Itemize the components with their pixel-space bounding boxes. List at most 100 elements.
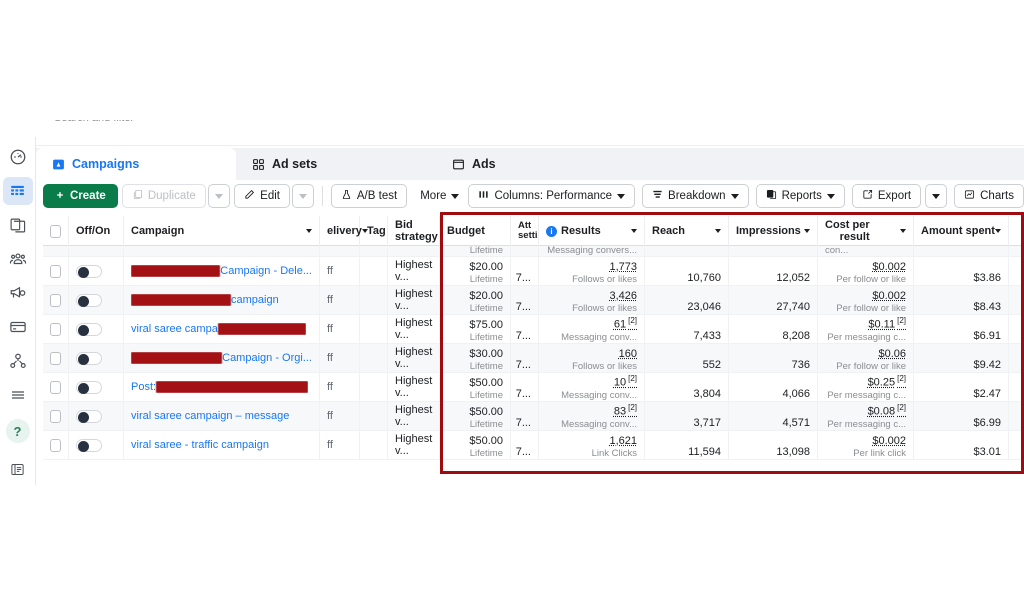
column-header-reach[interactable]: Reach bbox=[645, 216, 729, 246]
table-cell-bid-strategy: Highest v... bbox=[388, 431, 440, 459]
export-button[interactable]: Export bbox=[851, 184, 922, 208]
cell-value: 7... bbox=[515, 446, 531, 458]
campaign-toggle[interactable] bbox=[76, 264, 102, 278]
breakdown-icon bbox=[652, 189, 663, 203]
row-checkbox[interactable] bbox=[50, 409, 61, 423]
campaign-toggle[interactable] bbox=[76, 409, 102, 423]
sort-caret-icon[interactable] bbox=[361, 229, 368, 233]
ads-megaphone-icon[interactable] bbox=[3, 279, 33, 307]
campaign-icon bbox=[52, 158, 65, 171]
duplicate-button[interactable]: Duplicate bbox=[121, 184, 206, 208]
column-header-impressions[interactable]: Impressions bbox=[729, 216, 818, 246]
billing-card-icon[interactable] bbox=[3, 313, 33, 341]
edit-button[interactable]: Edit bbox=[234, 184, 290, 208]
all-tools-menu-icon[interactable] bbox=[3, 381, 33, 409]
tab-ad-sets[interactable]: Ad sets bbox=[236, 148, 436, 180]
column-header-amount_spent[interactable]: Amount spent bbox=[914, 216, 1009, 246]
campaign-name-link[interactable]: Campaign - Dele... bbox=[131, 265, 312, 277]
campaign-toggle[interactable] bbox=[76, 351, 102, 365]
campaign-name-text: viral saree - traffic campaign bbox=[131, 439, 269, 451]
info-icon[interactable]: i bbox=[546, 225, 557, 237]
table-cell-results: 61 [2] Messaging conv... bbox=[539, 315, 645, 343]
duplicate-dropdown-button[interactable] bbox=[208, 184, 231, 208]
table-row[interactable]: Campaign - Dele... ff Highest v... $20.00 Li… bbox=[43, 257, 1024, 286]
column-header-label: Reach bbox=[652, 224, 686, 237]
columns-button[interactable]: Columns: Performance bbox=[468, 184, 636, 208]
table-cell-budget: $75.00 Lifetime bbox=[440, 315, 511, 343]
tab-campaigns[interactable]: Campaigns bbox=[36, 148, 236, 180]
campaign-name-link[interactable]: Post: bbox=[131, 381, 309, 393]
help-button[interactable]: ? bbox=[5, 419, 30, 443]
create-button[interactable]: Create bbox=[43, 184, 118, 208]
row-checkbox[interactable] bbox=[50, 264, 61, 278]
campaign-toggle[interactable] bbox=[76, 293, 102, 307]
edit-dropdown-button[interactable] bbox=[292, 184, 315, 208]
table-cell-budget: $20.00 Lifetime bbox=[440, 286, 511, 314]
table-cell-impressions: 12,052 bbox=[729, 257, 818, 285]
sort-caret-icon[interactable] bbox=[995, 229, 1001, 233]
tab-ads[interactable]: Ads bbox=[436, 148, 636, 180]
cell-value: 3,717 bbox=[693, 417, 721, 429]
campaigns-grid-icon[interactable] bbox=[2, 177, 33, 205]
table-row[interactable]: Campaign - Orgi... ff Highest v... $30.00 Li… bbox=[43, 344, 1024, 373]
column-header-results[interactable]: i Results bbox=[539, 216, 645, 246]
campaign-toggle[interactable] bbox=[76, 380, 102, 394]
cell-value: 10,760 bbox=[687, 272, 721, 284]
table-row[interactable]: Post: ff Highest v... $50.00 Lifetime 7... 10[… bbox=[43, 373, 1024, 402]
column-header-campaign[interactable]: Campaign bbox=[124, 216, 320, 246]
column-header-cost_per_result[interactable]: Cost per result bbox=[818, 216, 914, 246]
cell-subvalue: Per link click bbox=[853, 448, 906, 459]
search-and-filter-bar[interactable]: Search and filter bbox=[36, 120, 1024, 146]
cell-subvalue: Per messaging con... bbox=[825, 246, 849, 256]
sort-caret-icon[interactable] bbox=[804, 229, 810, 233]
table-cell-impressions: 736 bbox=[729, 344, 818, 372]
row-checkbox[interactable] bbox=[50, 322, 61, 336]
row-checkbox[interactable] bbox=[50, 293, 61, 307]
dashboard-icon[interactable] bbox=[3, 143, 33, 171]
campaign-toggle[interactable] bbox=[76, 438, 102, 452]
cell-subvalue: Lifetime bbox=[469, 361, 503, 372]
more-button[interactable]: More bbox=[411, 184, 468, 208]
sort-caret-icon[interactable] bbox=[715, 229, 721, 233]
charts-button[interactable]: Charts bbox=[954, 184, 1024, 208]
column-header-tag: Tag bbox=[360, 216, 388, 246]
column-header-delivery[interactable]: elivery bbox=[320, 216, 368, 246]
reports-button[interactable]: Reports bbox=[755, 184, 845, 208]
tab-campaigns-label: Campaigns bbox=[72, 157, 140, 171]
table-cell-results: 1,773 Follows or likes bbox=[539, 257, 645, 285]
campaign-name-link[interactable]: Campaign - Orgi... bbox=[131, 352, 312, 364]
audiences-icon[interactable] bbox=[3, 245, 33, 273]
table-row[interactable]: viral saree - traffic campaign ff Highest … bbox=[43, 431, 1024, 460]
feedback-icon[interactable] bbox=[3, 455, 33, 483]
select-all-checkbox[interactable] bbox=[50, 224, 61, 238]
cell-value: 7,433 bbox=[693, 330, 721, 342]
campaign-name-link[interactable]: viral saree - traffic campaign bbox=[131, 439, 269, 451]
breakdown-button[interactable]: Breakdown bbox=[642, 184, 749, 208]
row-checkbox[interactable] bbox=[50, 380, 61, 394]
campaign-toggle[interactable] bbox=[76, 322, 102, 336]
row-checkbox[interactable] bbox=[50, 351, 61, 365]
cell-value: 3,804 bbox=[693, 388, 721, 400]
table-cell-cost-per-result: $0.002 Per follow or like bbox=[818, 286, 914, 314]
table-cell-onoff bbox=[69, 286, 124, 314]
ab-test-button[interactable]: A/B test bbox=[330, 184, 408, 208]
footnote-marker: [2] bbox=[897, 403, 906, 413]
sort-caret-icon[interactable] bbox=[900, 229, 906, 233]
column-header-bid_strategy: Bid strategy bbox=[388, 216, 440, 246]
table-row[interactable]: viral saree campaign – message ff Highest … bbox=[43, 402, 1024, 431]
footnote-marker: [2] bbox=[628, 403, 637, 413]
table-cell-tag bbox=[360, 315, 388, 343]
events-manager-icon[interactable] bbox=[3, 347, 33, 375]
sort-caret-icon[interactable] bbox=[631, 229, 637, 233]
table-cell-budget: $50.00 Lifetime bbox=[440, 373, 511, 401]
export-dropdown-button[interactable] bbox=[925, 184, 948, 208]
campaign-name-link[interactable]: campaign bbox=[131, 294, 279, 306]
sort-caret-icon[interactable] bbox=[306, 229, 312, 233]
table-cell-delivery: ff bbox=[320, 257, 360, 285]
pages-icon[interactable] bbox=[3, 211, 33, 239]
row-checkbox[interactable] bbox=[50, 438, 61, 452]
campaign-name-link[interactable]: viral saree campa bbox=[131, 323, 306, 335]
table-row[interactable]: campaign ff Highest v... $20.00 Lifetime 7...… bbox=[43, 286, 1024, 315]
campaign-name-link[interactable]: viral saree campaign – message bbox=[131, 410, 289, 422]
table-row[interactable]: viral saree campa ff Highest v... $75.00 Lif… bbox=[43, 315, 1024, 344]
